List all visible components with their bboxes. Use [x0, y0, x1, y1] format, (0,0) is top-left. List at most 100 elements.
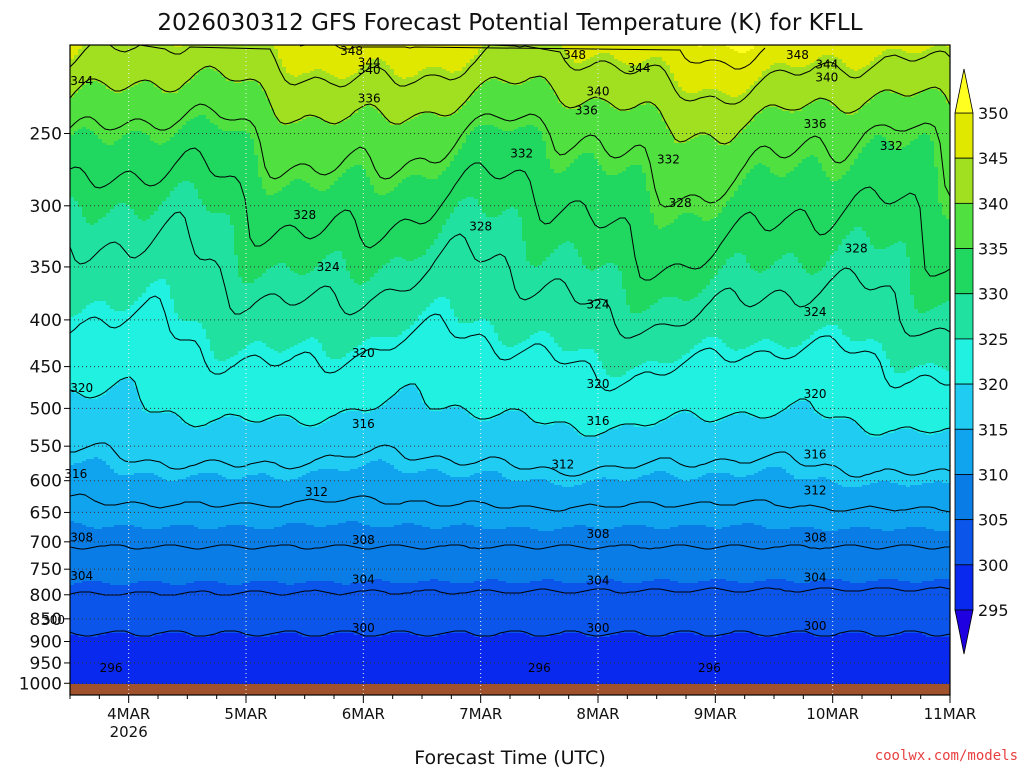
band-cell — [778, 109, 783, 178]
band-cell — [318, 69, 323, 120]
band-cell — [886, 45, 891, 50]
band-cell — [762, 165, 767, 272]
contour-line-328 — [70, 211, 950, 339]
band-cell — [398, 257, 403, 336]
band-cell — [730, 45, 735, 50]
band-cell — [630, 583, 635, 634]
band-cell — [630, 45, 635, 66]
band-cell — [414, 117, 419, 176]
band-cell — [206, 581, 211, 638]
band-cell — [846, 115, 851, 172]
band-cell — [226, 81, 231, 132]
band-cell — [902, 581, 907, 634]
band-cell — [698, 343, 703, 420]
band-cell — [438, 529, 443, 582]
band-cell — [186, 83, 191, 122]
band-cell — [158, 205, 163, 280]
band-cell — [214, 421, 219, 474]
band-cell — [262, 529, 267, 582]
band-cell — [878, 529, 883, 580]
band-cell — [210, 473, 215, 530]
band-cell — [170, 585, 175, 634]
band-cell — [194, 475, 199, 528]
band-cell — [382, 635, 387, 684]
band-cell — [914, 53, 919, 96]
band-cell — [266, 637, 271, 684]
band-cell — [190, 637, 195, 684]
band-cell — [490, 529, 495, 580]
band-cell — [330, 75, 335, 126]
band-cell — [234, 525, 239, 586]
band-cell — [670, 475, 675, 528]
band-cell — [274, 117, 279, 194]
band-cell — [898, 529, 903, 582]
band-cell — [930, 89, 935, 142]
band-cell — [826, 479, 831, 532]
band-cell — [678, 45, 683, 88]
band-cell — [610, 107, 615, 176]
band-cell — [462, 409, 467, 478]
band-cell — [442, 297, 447, 410]
band-cell — [390, 69, 395, 126]
band-cell — [714, 141, 719, 218]
band-cell — [546, 579, 551, 638]
band-cell — [786, 349, 791, 410]
band-cell — [350, 75, 355, 116]
band-cell — [478, 473, 483, 528]
x-tick-label: 7MAR — [459, 705, 502, 723]
band-cell — [930, 309, 935, 364]
band-cell — [418, 393, 423, 472]
band-cell — [326, 255, 331, 358]
band-cell — [350, 115, 355, 168]
band-cell — [610, 529, 615, 580]
band-cell — [886, 637, 891, 684]
band-cell — [822, 99, 827, 172]
band-cell — [378, 59, 383, 114]
band-cell — [126, 379, 131, 476]
band-cell — [534, 423, 539, 480]
band-cell — [842, 113, 847, 176]
band-cell — [606, 175, 611, 264]
contour-line-332 — [70, 147, 950, 281]
colorbar-segment — [954, 202, 974, 249]
band-cell — [534, 529, 539, 582]
band-cell — [854, 227, 859, 342]
band-cell — [594, 529, 599, 582]
band-cell — [190, 119, 195, 184]
band-cell — [654, 45, 659, 58]
band-cell — [646, 361, 651, 428]
band-cell — [438, 635, 443, 684]
band-cell — [558, 485, 563, 530]
band-cell — [926, 363, 931, 436]
band-cell — [386, 45, 391, 66]
band-cell — [874, 95, 879, 136]
band-cell — [810, 479, 815, 528]
band-cell — [482, 83, 487, 126]
band-cell — [814, 529, 819, 582]
band-cell — [642, 363, 647, 428]
band-cell — [762, 637, 767, 684]
band-cell — [638, 583, 643, 636]
band-cell — [782, 111, 787, 178]
band-cell — [130, 475, 135, 526]
band-cell — [850, 69, 855, 116]
band-cell — [542, 425, 547, 480]
band-cell — [98, 459, 103, 530]
band-cell — [542, 79, 547, 142]
contour-label: 312 — [305, 485, 328, 499]
band-cell — [626, 371, 631, 426]
band-cell — [838, 419, 843, 486]
band-cell — [330, 417, 335, 470]
band-cell — [750, 345, 755, 418]
band-cell — [418, 315, 423, 394]
band-cell — [402, 331, 407, 388]
band-cell — [94, 81, 99, 136]
band-cell — [218, 475, 223, 528]
contour-label: 320 — [352, 346, 375, 360]
band-cell — [902, 97, 907, 148]
band-cell — [106, 89, 111, 146]
band-cell — [598, 637, 603, 684]
band-cell — [238, 585, 243, 634]
band-cell — [922, 51, 927, 92]
band-cell — [274, 417, 279, 480]
